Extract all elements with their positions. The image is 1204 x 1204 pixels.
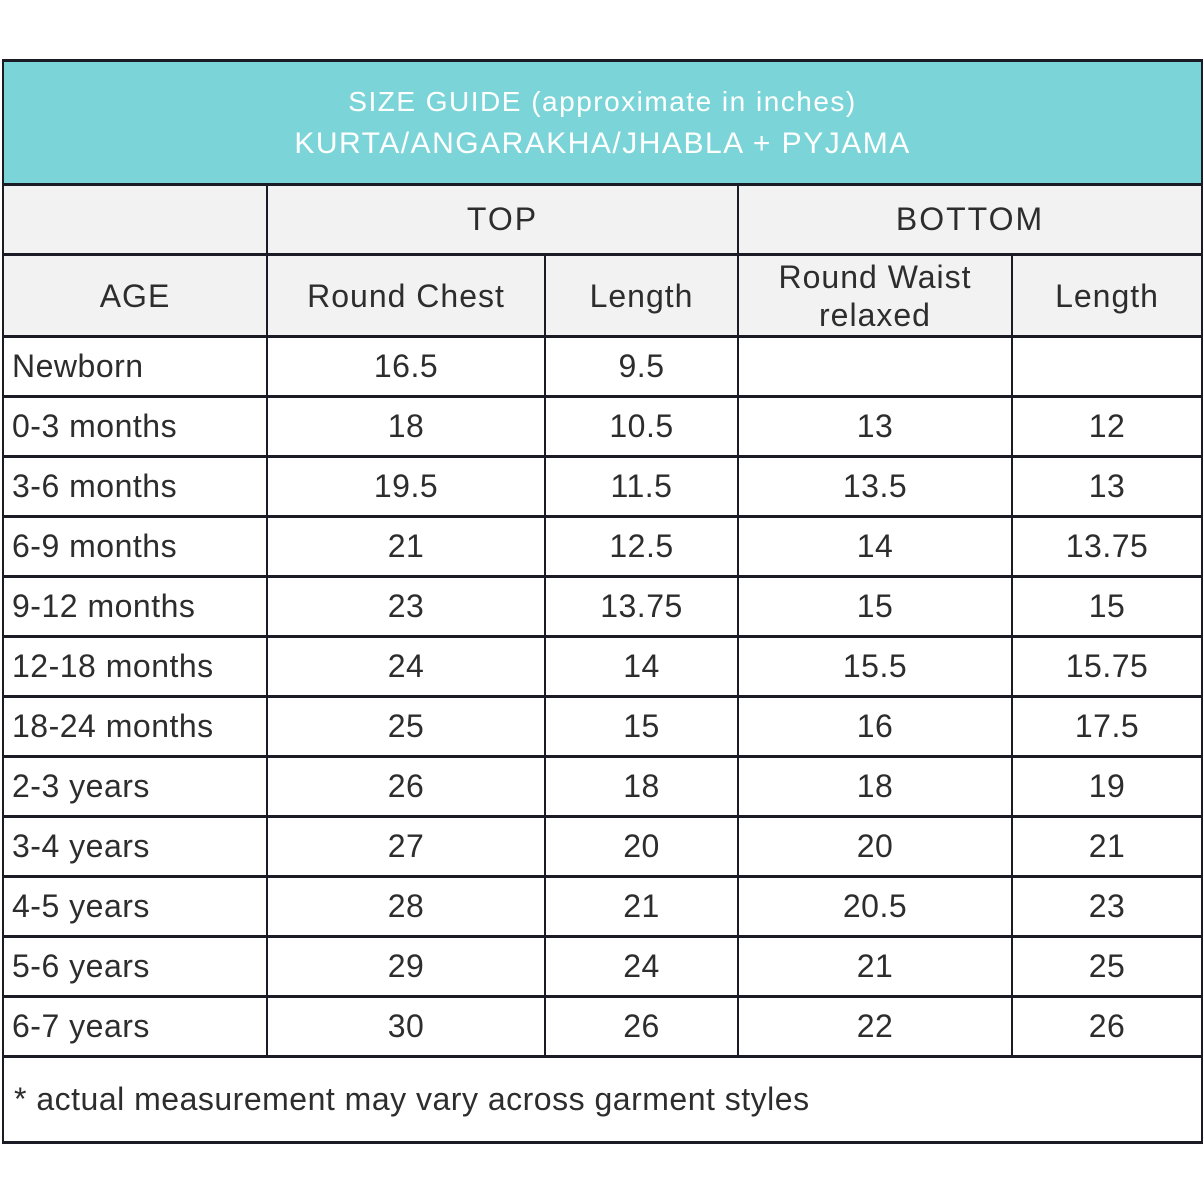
bottom-round-waist-cell: 22 bbox=[737, 995, 1013, 1058]
top-round-chest-cell: 30 bbox=[266, 995, 546, 1058]
table-row: 9-12 months 23 13.75 15 15 bbox=[2, 575, 1204, 638]
age-cell: Newborn bbox=[2, 335, 268, 398]
table-row: 18-24 months 25 15 16 17.5 bbox=[2, 695, 1204, 758]
column-header-row: AGE Round Chest Length Round Waist relax… bbox=[2, 253, 1204, 338]
age-cell: 2-3 years bbox=[2, 755, 268, 818]
bottom-length-cell: 15.75 bbox=[1010, 635, 1204, 698]
top-length-cell: 14 bbox=[544, 635, 739, 698]
bottom-round-waist-cell: 16 bbox=[737, 695, 1013, 758]
bottom-length-cell: 13.75 bbox=[1010, 515, 1204, 578]
bottom-length-cell: 13 bbox=[1010, 455, 1204, 518]
bottom-length-cell: 23 bbox=[1010, 875, 1204, 938]
table-row: 3-4 years 27 20 20 21 bbox=[2, 815, 1204, 878]
banner-title-line2: KURTA/ANGARAKHA/JHABLA + PYJAMA bbox=[294, 126, 911, 160]
top-round-chest-cell: 27 bbox=[266, 815, 546, 878]
bottom-round-waist-cell: 20 bbox=[737, 815, 1013, 878]
table-row: 3-6 months 19.5 11.5 13.5 13 bbox=[2, 455, 1204, 518]
column-header-age: AGE bbox=[2, 253, 268, 338]
bottom-length-cell: 15 bbox=[1010, 575, 1204, 638]
group-header-top: TOP bbox=[266, 183, 739, 256]
top-length-cell: 20 bbox=[544, 815, 739, 878]
top-length-cell: 24 bbox=[544, 935, 739, 998]
table-row: 12-18 months 24 14 15.5 15.75 bbox=[2, 635, 1204, 698]
top-round-chest-cell: 25 bbox=[266, 695, 546, 758]
footnote-row: * actual measurement may vary across gar… bbox=[1, 1055, 1204, 1144]
age-cell: 6-9 months bbox=[2, 515, 268, 578]
bottom-round-waist-cell: 21 bbox=[737, 935, 1013, 998]
top-round-chest-cell: 18 bbox=[266, 395, 546, 458]
bottom-length-cell: 25 bbox=[1010, 935, 1204, 998]
age-cell: 5-6 years bbox=[2, 935, 268, 998]
table-row: 0-3 months 18 10.5 13 12 bbox=[2, 395, 1204, 458]
bottom-length-cell bbox=[1010, 335, 1204, 398]
column-header-round-chest: Round Chest bbox=[266, 253, 546, 338]
size-table-body: Newborn 16.5 9.5 0-3 months 18 10.5 13 1… bbox=[2, 335, 1204, 1058]
bottom-round-waist-cell: 13 bbox=[737, 395, 1013, 458]
table-row: 2-3 years 26 18 18 19 bbox=[2, 755, 1204, 818]
age-cell: 6-7 years bbox=[2, 995, 268, 1058]
group-header-corner bbox=[2, 183, 268, 256]
top-length-cell: 15 bbox=[544, 695, 739, 758]
group-header-bottom: BOTTOM bbox=[736, 183, 1204, 256]
bottom-round-waist-cell: 18 bbox=[737, 755, 1013, 818]
group-header-row: TOP BOTTOM bbox=[2, 183, 1204, 256]
top-length-cell: 12.5 bbox=[544, 515, 739, 578]
top-length-cell: 13.75 bbox=[544, 575, 739, 638]
bottom-length-cell: 19 bbox=[1010, 755, 1204, 818]
top-round-chest-cell: 24 bbox=[266, 635, 546, 698]
bottom-length-cell: 12 bbox=[1010, 395, 1204, 458]
age-cell: 12-18 months bbox=[2, 635, 268, 698]
bottom-round-waist-cell: 15.5 bbox=[737, 635, 1013, 698]
column-header-round-waist-relaxed: Round Waist relaxed bbox=[737, 253, 1013, 338]
size-guide-table: SIZE GUIDE (approximate in inches) KURTA… bbox=[1, 59, 1204, 1144]
bottom-round-waist-cell: 20.5 bbox=[737, 875, 1013, 938]
top-length-cell: 26 bbox=[544, 995, 739, 1058]
top-length-cell: 10.5 bbox=[544, 395, 739, 458]
top-round-chest-cell: 26 bbox=[266, 755, 546, 818]
size-guide-page: SIZE GUIDE (approximate in inches) KURTA… bbox=[1, 59, 1204, 1144]
footnote: * actual measurement may vary across gar… bbox=[1, 1055, 1204, 1144]
table-row: Newborn 16.5 9.5 bbox=[2, 335, 1204, 398]
top-length-cell: 21 bbox=[544, 875, 739, 938]
column-header-bottom-length: Length bbox=[1010, 253, 1204, 338]
banner-row: SIZE GUIDE (approximate in inches) KURTA… bbox=[1, 59, 1204, 186]
table-row: 5-6 years 29 24 21 25 bbox=[2, 935, 1204, 998]
table-row: 6-7 years 30 26 22 26 bbox=[2, 995, 1204, 1058]
top-round-chest-cell: 21 bbox=[266, 515, 546, 578]
top-round-chest-cell: 28 bbox=[266, 875, 546, 938]
age-cell: 9-12 months bbox=[2, 575, 268, 638]
top-round-chest-cell: 23 bbox=[266, 575, 546, 638]
age-cell: 0-3 months bbox=[2, 395, 268, 458]
age-cell: 3-4 years bbox=[2, 815, 268, 878]
top-round-chest-cell: 16.5 bbox=[266, 335, 546, 398]
top-length-cell: 9.5 bbox=[544, 335, 739, 398]
bottom-length-cell: 26 bbox=[1010, 995, 1204, 1058]
age-cell: 3-6 months bbox=[2, 455, 268, 518]
bottom-round-waist-cell: 14 bbox=[737, 515, 1013, 578]
table-row: 6-9 months 21 12.5 14 13.75 bbox=[2, 515, 1204, 578]
bottom-round-waist-cell bbox=[737, 335, 1013, 398]
bottom-length-cell: 21 bbox=[1010, 815, 1204, 878]
size-guide-banner: SIZE GUIDE (approximate in inches) KURTA… bbox=[1, 59, 1204, 186]
top-length-cell: 11.5 bbox=[544, 455, 739, 518]
bottom-round-waist-cell: 15 bbox=[737, 575, 1013, 638]
top-length-cell: 18 bbox=[544, 755, 739, 818]
top-round-chest-cell: 29 bbox=[266, 935, 546, 998]
bottom-length-cell: 17.5 bbox=[1010, 695, 1204, 758]
age-cell: 18-24 months bbox=[2, 695, 268, 758]
column-header-top-length: Length bbox=[544, 253, 739, 338]
table-row: 4-5 years 28 21 20.5 23 bbox=[2, 875, 1204, 938]
top-round-chest-cell: 19.5 bbox=[266, 455, 546, 518]
banner-title-line1: SIZE GUIDE (approximate in inches) bbox=[348, 85, 857, 117]
age-cell: 4-5 years bbox=[2, 875, 268, 938]
bottom-round-waist-cell: 13.5 bbox=[737, 455, 1013, 518]
